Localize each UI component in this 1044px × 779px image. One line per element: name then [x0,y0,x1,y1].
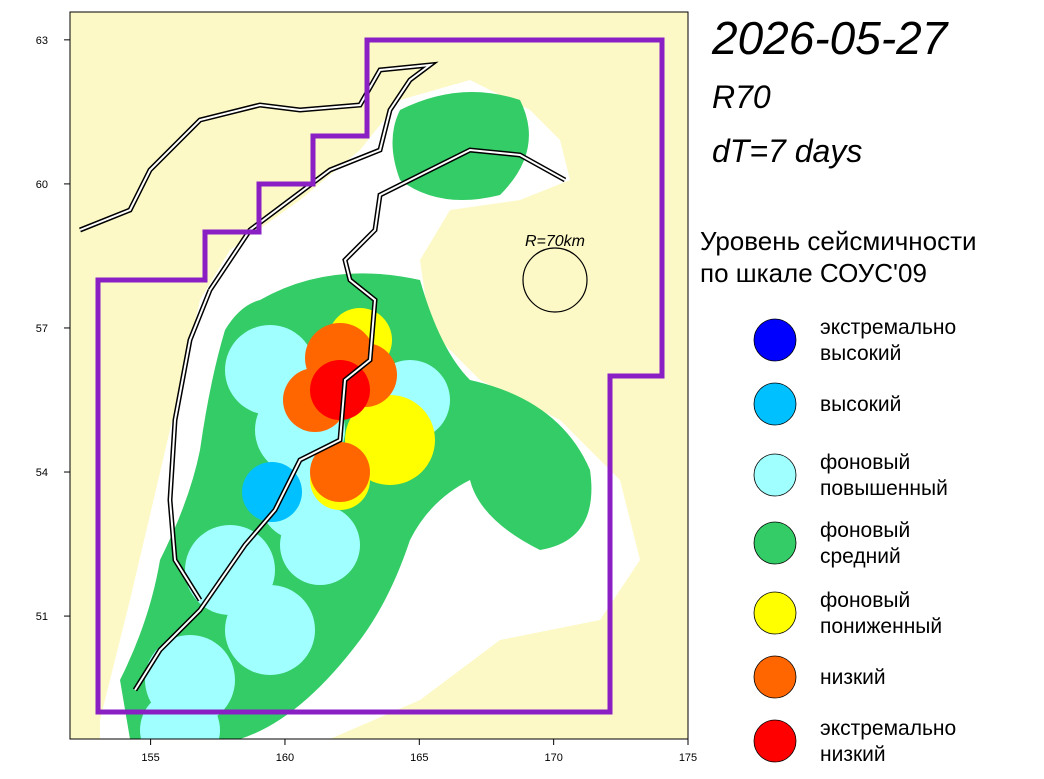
legend-label: фоновый [820,589,910,612]
y-tick-label: 54 [36,467,48,479]
legend-swatch [753,318,797,362]
legend-swatch [753,521,797,565]
y-tick-label: 63 [36,35,48,47]
legend-swatch [753,382,797,426]
legend-label: высокий [820,342,901,365]
legend-label: высокий [820,393,901,416]
legend-label: экстремально [820,316,956,339]
x-tick-label: 165 [410,752,428,764]
legend-heading: Уровень сейсмичности [700,226,977,256]
y-tick-label: 57 [36,323,48,335]
legend-label: повышенный [820,477,948,500]
map-area: R=70km [70,12,688,739]
activity-spots [242,308,435,522]
legend-label: фоновый [820,519,910,542]
coastline-inner [79,63,566,691]
legend-label: средний [820,545,901,568]
x-tick-label: 155 [141,752,159,764]
legend-swatch [753,655,797,699]
legend-swatch [753,591,797,635]
x-tick-label: 160 [276,752,294,764]
period: dT=7 days [712,133,862,169]
study-region [95,37,665,715]
title: 2026-05-27 [711,12,949,64]
legend-label: низкий [820,666,886,689]
radius-label: R=70km [525,233,585,250]
y-tick-label: 60 [36,179,48,191]
legend-label: фоновый [820,451,910,474]
legend-label: экстремально [820,717,956,740]
radius-circle [522,247,588,313]
legend-swatch [753,719,797,763]
legend-heading: по шкале СОУС'09 [700,258,927,288]
subtitle: R70 [712,79,771,115]
x-tick-label: 170 [544,752,562,764]
map-frame [69,11,689,740]
legend-label: пониженный [820,615,942,638]
y-tick-label: 51 [36,611,48,623]
x-tick-label: 175 [679,752,697,764]
legend-label: низкий [820,743,886,766]
legend-swatch [753,453,797,497]
